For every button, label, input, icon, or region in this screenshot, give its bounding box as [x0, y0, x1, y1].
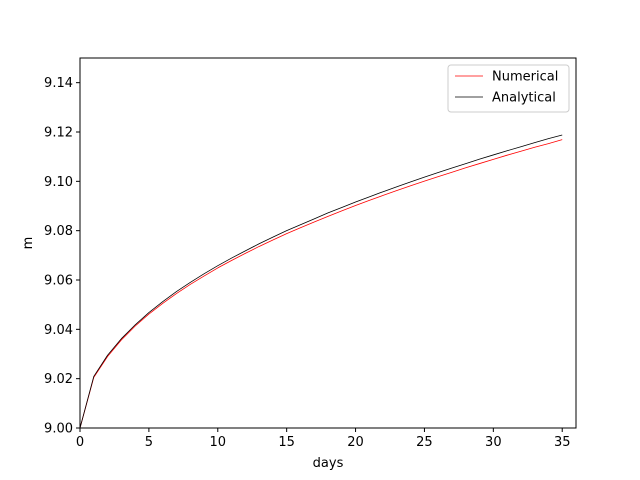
x-axis-ticks: 0 5 10 15 20 25 30 35 — [76, 428, 571, 450]
axes-frame — [79, 57, 577, 429]
y-tick-label: 9.10 — [44, 175, 73, 190]
legend: Numerical Analytical — [447, 64, 570, 113]
legend-label-analytical: Analytical — [492, 91, 556, 106]
y-tick-label: 9.04 — [44, 323, 73, 338]
y-tick-label: 9.08 — [44, 224, 73, 239]
series-line-numerical — [79, 139, 563, 429]
y-tick-label: 9.12 — [44, 126, 73, 141]
y-tick-label: 9.06 — [44, 274, 73, 289]
y-tick-label: 9.00 — [44, 422, 73, 437]
x-tick-label: 25 — [416, 435, 433, 450]
y-axis-label: m — [21, 237, 36, 250]
x-tick-label: 20 — [347, 435, 364, 450]
y-tick-label: 9.14 — [44, 76, 73, 91]
legend-label-numerical: Numerical — [492, 70, 558, 85]
x-tick-label: 35 — [554, 435, 571, 450]
x-axis-label: days — [313, 456, 344, 471]
x-tick-label: 30 — [485, 435, 502, 450]
x-tick-label: 10 — [210, 435, 227, 450]
y-axis-ticks: 9.00 9.02 9.04 9.06 9.08 9.10 9.12 9.14 — [44, 76, 80, 437]
legend-box — [447, 64, 570, 113]
y-tick-label: 9.02 — [44, 372, 73, 387]
series-line-analytical — [79, 134, 563, 429]
x-tick-label: 5 — [145, 435, 153, 450]
series-layer — [79, 134, 563, 429]
x-tick-label: 15 — [278, 435, 295, 450]
x-tick-label: 0 — [76, 435, 84, 450]
